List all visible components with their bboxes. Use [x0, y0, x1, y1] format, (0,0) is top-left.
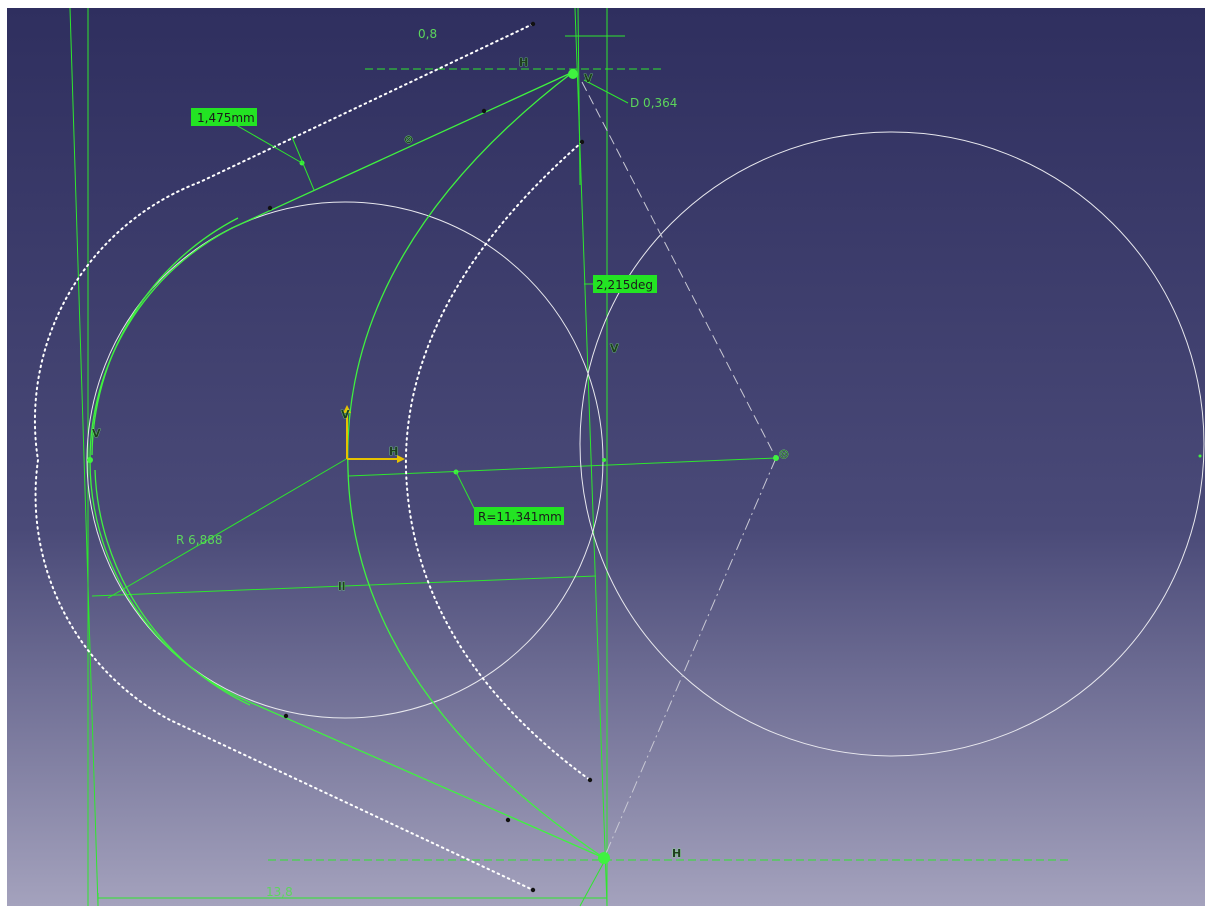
endpoint[interactable] [283, 713, 289, 719]
thickness-dimension-label[interactable]: 1,475mm [197, 111, 255, 125]
offset-outer-curve[interactable] [33, 23, 534, 891]
h-axis-arrow [397, 455, 405, 463]
parallel-dim-line[interactable] [91, 575, 597, 597]
radius-leader [455, 471, 477, 513]
offset-profile [33, 23, 591, 891]
viewport-background [7, 8, 1205, 906]
endpoint[interactable] [530, 887, 536, 893]
vertical-constraint-top[interactable]: V [584, 72, 594, 86]
left-arc-double [91, 217, 239, 456]
diameter-leader [583, 79, 629, 104]
angle-dimension-label[interactable]: 2,215deg [596, 278, 653, 292]
lower-tangent-line[interactable] [244, 699, 605, 859]
thickness-leader [235, 124, 303, 164]
offset-dimension-label[interactable]: 0,8 [418, 27, 437, 41]
offset-inner-arc[interactable] [404, 141, 591, 781]
horizontal-constraint-bottom[interactable]: H [672, 847, 682, 861]
large-circle-quadrant[interactable] [1198, 454, 1202, 458]
endpoint[interactable] [530, 21, 536, 27]
construction-line-upper[interactable] [581, 81, 777, 459]
left-tangency-vertex[interactable] [87, 457, 93, 463]
radius-dimension-box[interactable] [474, 507, 564, 525]
inner-profile-arc[interactable] [347, 71, 605, 859]
small-radius-leader[interactable] [107, 457, 349, 599]
endpoint[interactable] [267, 205, 273, 211]
thickness-dimension-box[interactable] [191, 108, 257, 126]
width-dimension-label[interactable]: 13,8 [266, 885, 293, 899]
radius-dim-line[interactable] [347, 457, 777, 477]
angle-dimension-box[interactable] [593, 275, 657, 293]
diameter-dimension-label[interactable]: D 0,364 [630, 96, 677, 110]
endpoint[interactable] [505, 817, 511, 823]
construction-circle-large[interactable] [579, 131, 1205, 757]
axis-v-label: V [341, 408, 350, 421]
endpoints [267, 21, 593, 893]
top-vertex[interactable] [568, 69, 578, 79]
thickness-dim-arrow [291, 136, 315, 191]
left-arc-double-lower [94, 469, 251, 706]
endpoint[interactable] [579, 139, 585, 145]
tangent-constraint[interactable]: ⊘ [404, 133, 414, 147]
sketch-axis: H V [341, 405, 405, 463]
axis-h-label: H [389, 445, 398, 458]
vertical-constraint-right[interactable]: V [610, 342, 620, 356]
vertical-constraint-left[interactable]: V [92, 427, 102, 441]
construction-line-lower[interactable] [603, 457, 777, 859]
large-circle-center[interactable] [773, 455, 779, 461]
bottom-vertex[interactable] [598, 852, 610, 864]
endpoint[interactable] [481, 108, 487, 114]
endpoint[interactable] [587, 777, 593, 783]
reference-lines [69, 7, 1068, 907]
vertical-ref-line-right-slanted[interactable] [574, 7, 608, 907]
vertical-axis-short[interactable] [577, 7, 581, 186]
upper-tangent-line[interactable] [231, 71, 574, 229]
concentric-constraint[interactable]: ◎ [779, 447, 789, 461]
v-axis-arrow [343, 405, 351, 413]
radius-dimension-label[interactable]: R=11,341mm [478, 510, 562, 524]
bottom-tangent-leader [579, 861, 605, 907]
parallel-constraint[interactable]: ll [338, 580, 346, 594]
circle-intersection[interactable] [602, 458, 606, 462]
small-radius-dimension-label[interactable]: R 6,888 [176, 533, 223, 547]
horizontal-constraint-top[interactable]: H [519, 56, 529, 70]
vertical-ref-line-left-outer[interactable] [69, 7, 99, 907]
